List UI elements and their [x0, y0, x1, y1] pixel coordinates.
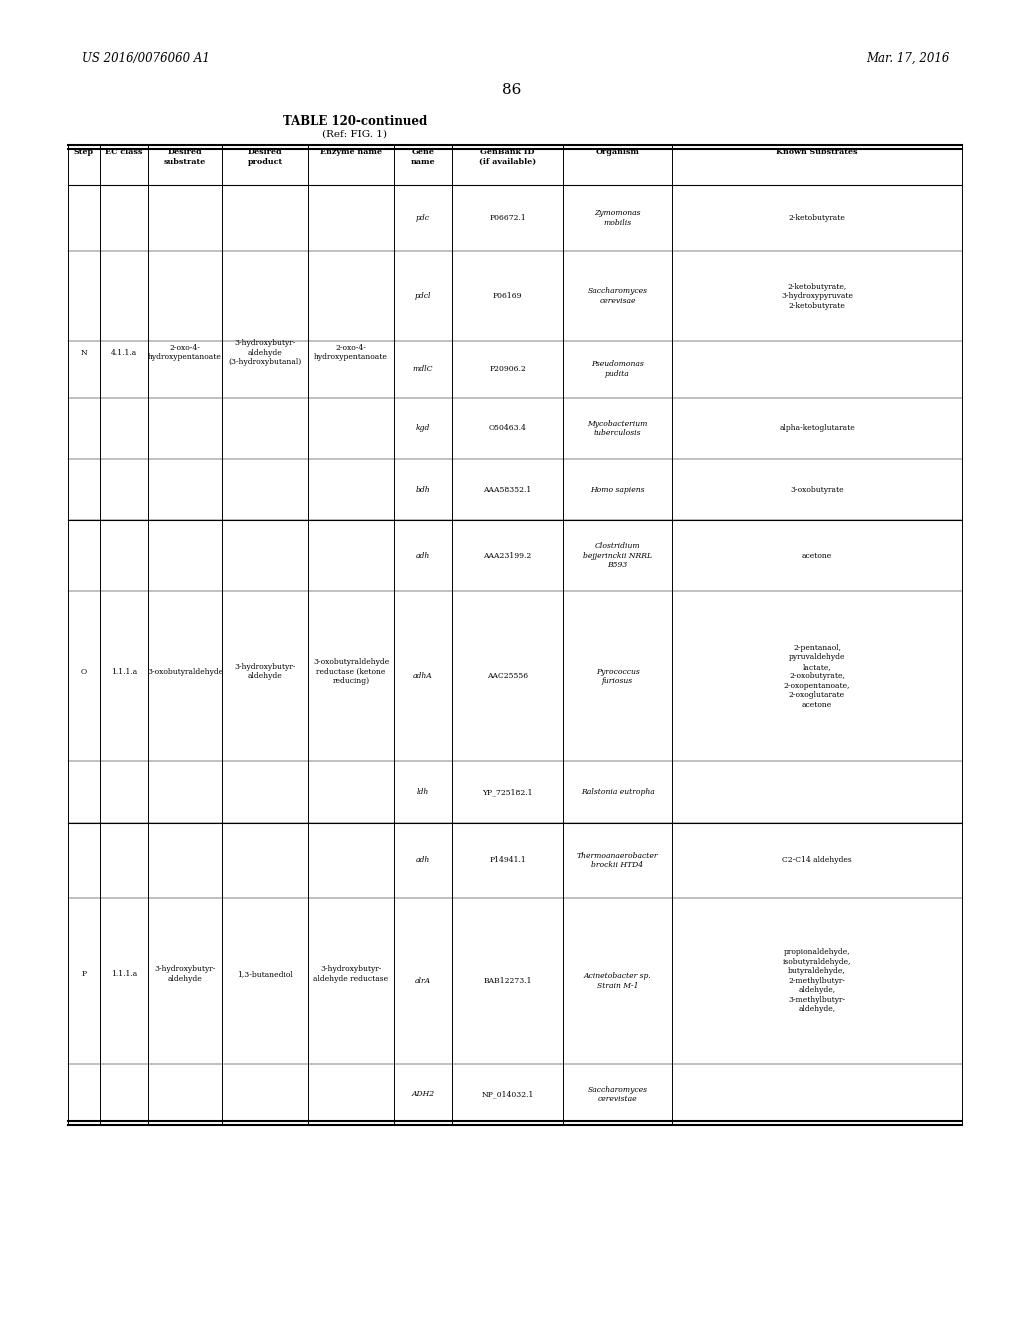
- Text: Thermoanaerobacter
brockii HTD4: Thermoanaerobacter brockii HTD4: [577, 851, 658, 870]
- Text: ldh: ldh: [417, 788, 429, 796]
- Text: 2-ketobutyrate: 2-ketobutyrate: [788, 214, 846, 222]
- Text: propionaldehyde,
isobutyraldehyde,
butyraldehyde,
2-methylbutyr-
aldehyde,
3-met: propionaldehyde, isobutyraldehyde, butyr…: [782, 949, 851, 1014]
- Text: 4.1.1.a: 4.1.1.a: [111, 348, 137, 356]
- Text: adh: adh: [416, 857, 430, 865]
- Text: Desired
substrate: Desired substrate: [164, 148, 206, 166]
- Text: adhA: adhA: [413, 672, 433, 680]
- Text: kgd: kgd: [416, 424, 430, 432]
- Text: 3-oxobutyrate: 3-oxobutyrate: [791, 486, 844, 494]
- Text: 3-hydroxybutyr-
aldehyde reductase: 3-hydroxybutyr- aldehyde reductase: [313, 965, 388, 982]
- Text: Desired
product: Desired product: [248, 148, 283, 166]
- Text: US 2016/0076060 A1: US 2016/0076060 A1: [82, 51, 210, 65]
- Text: Clostridium
bejjerinckii NRRL
B593: Clostridium bejjerinckii NRRL B593: [583, 543, 652, 569]
- Text: Enzyme name: Enzyme name: [319, 148, 382, 156]
- Text: Gene
name: Gene name: [411, 148, 435, 166]
- Text: Acinetobacter sp.
Strain M-1: Acinetobacter sp. Strain M-1: [584, 972, 651, 990]
- Text: 2-oxo-4-
hydroxypentanoate: 2-oxo-4- hydroxypentanoate: [314, 345, 388, 362]
- Text: AAC25556: AAC25556: [487, 672, 528, 680]
- Text: 2-ketobutyrate,
3-hydroxypyruvate
2-ketobutyrate: 2-ketobutyrate, 3-hydroxypyruvate 2-keto…: [781, 282, 853, 309]
- Text: 3-oxobutyraldehyde
reductase (ketone
reducing): 3-oxobutyraldehyde reductase (ketone red…: [313, 659, 389, 685]
- Text: N: N: [81, 348, 87, 356]
- Text: acetone: acetone: [802, 552, 833, 560]
- Text: Zymomonas
mobilis: Zymomonas mobilis: [594, 210, 641, 227]
- Text: GenBank ID
(if available): GenBank ID (if available): [479, 148, 536, 166]
- Text: 3-hydroxybutyr-
aldehyde: 3-hydroxybutyr- aldehyde: [234, 663, 296, 680]
- Text: Organism: Organism: [596, 148, 639, 156]
- Text: P06169: P06169: [493, 292, 522, 300]
- Text: NP_014032.1: NP_014032.1: [481, 1090, 534, 1098]
- Text: TABLE 120-continued: TABLE 120-continued: [283, 115, 427, 128]
- Text: BAB12273.1: BAB12273.1: [483, 977, 531, 985]
- Text: AAA23199.2: AAA23199.2: [483, 552, 531, 560]
- Text: (Ref: FIG. 1): (Ref: FIG. 1): [323, 129, 387, 139]
- Text: O: O: [81, 668, 87, 676]
- Text: P06672.1: P06672.1: [489, 214, 526, 222]
- Text: 86: 86: [503, 83, 521, 96]
- Text: Saccharomyces
cerevisae: Saccharomyces cerevisae: [588, 288, 647, 305]
- Text: AAA58352.1: AAA58352.1: [483, 486, 531, 494]
- Text: P14941.1: P14941.1: [489, 857, 526, 865]
- Text: Ralstonia eutropha: Ralstonia eutropha: [581, 788, 654, 796]
- Text: 3-hydroxybutyr-
aldehyde
(3-hydroxybutanal): 3-hydroxybutyr- aldehyde (3-hydroxybutan…: [228, 339, 302, 366]
- Text: pdcl: pdcl: [415, 292, 431, 300]
- Text: C2-C14 aldehydes: C2-C14 aldehydes: [782, 857, 852, 865]
- Text: Homo sapiens: Homo sapiens: [590, 486, 645, 494]
- Text: 3-oxobutyraldehyde: 3-oxobutyraldehyde: [146, 668, 223, 676]
- Text: Mycobacterium
tuberculosis: Mycobacterium tuberculosis: [588, 420, 648, 437]
- Text: 2-oxo-4-
hydroxypentanoate: 2-oxo-4- hydroxypentanoate: [148, 345, 222, 362]
- Text: Known Substrates: Known Substrates: [776, 148, 858, 156]
- Text: mdlC: mdlC: [413, 366, 433, 374]
- Text: Pyrococcus
furiosus: Pyrococcus furiosus: [596, 668, 639, 685]
- Text: 1.1.1.a: 1.1.1.a: [111, 970, 137, 978]
- Text: adh: adh: [416, 552, 430, 560]
- Text: 1,3-butanediol: 1,3-butanediol: [238, 970, 293, 978]
- Text: 2-pentanaol,
pyruvaldehyde
lactate,
2-oxobutyrate,
2-oxopentanoate,
2-oxoglutara: 2-pentanaol, pyruvaldehyde lactate, 2-ox…: [783, 644, 850, 709]
- Text: alrA: alrA: [415, 977, 431, 985]
- Text: Mar. 17, 2016: Mar. 17, 2016: [866, 51, 950, 65]
- Text: 3-hydroxybutyr-
aldehyde: 3-hydroxybutyr- aldehyde: [155, 965, 216, 982]
- Text: Step: Step: [74, 148, 94, 156]
- Text: pdc: pdc: [416, 214, 430, 222]
- Text: bdh: bdh: [416, 486, 430, 494]
- Text: alpha-ketoglutarate: alpha-ketoglutarate: [779, 424, 855, 432]
- Text: O50463.4: O50463.4: [488, 424, 526, 432]
- Text: Pseudomonas
pudita: Pseudomonas pudita: [591, 360, 644, 378]
- Text: EC class: EC class: [105, 148, 142, 156]
- Text: YP_725182.1: YP_725182.1: [482, 788, 532, 796]
- Text: P20906.2: P20906.2: [489, 366, 526, 374]
- Text: 1.1.1.a: 1.1.1.a: [111, 668, 137, 676]
- Text: ADH2: ADH2: [412, 1090, 434, 1098]
- Text: P: P: [82, 970, 87, 978]
- Text: Saccharomyces
cerevistae: Saccharomyces cerevistae: [588, 1085, 647, 1104]
